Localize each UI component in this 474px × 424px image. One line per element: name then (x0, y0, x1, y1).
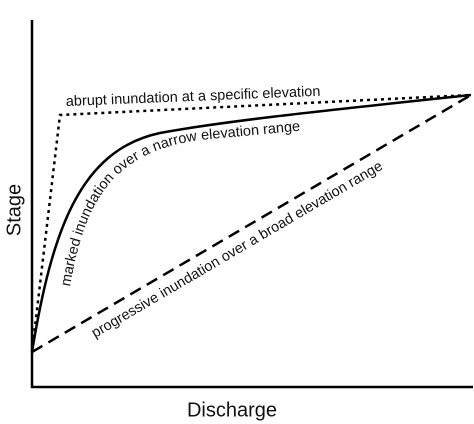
abrupt-curve (30, 93, 472, 353)
annotation: marked inundation over a narrow elevatio… (58, 119, 301, 288)
x-axis-label: Discharge (187, 399, 277, 421)
annotation: abrupt inundation at a specific elevatio… (66, 84, 321, 110)
annotation-path-text: marked inundation over a narrow elevatio… (58, 119, 301, 288)
progressive-curve (31, 93, 472, 354)
annotation: progressive inundation over a broad elev… (89, 158, 386, 341)
y-axis-label: Stage (3, 184, 25, 236)
marked-curve (30, 93, 472, 353)
